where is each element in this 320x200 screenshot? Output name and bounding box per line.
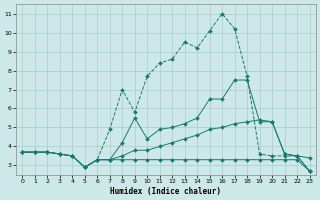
X-axis label: Humidex (Indice chaleur): Humidex (Indice chaleur): [110, 187, 221, 196]
